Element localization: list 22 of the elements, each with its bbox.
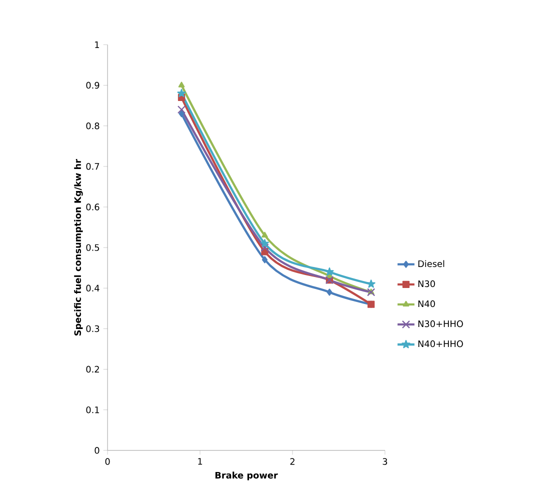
legend-label: N30 [418,280,435,288]
y-tick-label: 0.6 [86,204,100,210]
x-tick-label: 1 [198,458,202,465]
y-tick-label: 0.3 [86,325,100,332]
y-tick-label: 0.4 [86,284,100,292]
y-axis-title: Specific fuel consumption Kg/kw hr [74,158,83,336]
y-tick-label: 0.1 [86,406,99,414]
legend-label: Diesel [418,260,444,267]
legend-label: N30+HHO [418,320,463,328]
y-tick-label: 0 [94,446,100,454]
x-tick-label: 2 [290,458,294,465]
x-axis-title: Brake power [215,472,278,480]
legend-label: N40 [418,300,435,308]
y-tick-label: 0.8 [86,122,100,130]
x-tick-label: 0 [105,458,110,465]
x-tick-label: 3 [382,458,388,465]
legend-label: N40+HHO [418,340,463,348]
y-tick-label: 0.7 [86,162,100,170]
y-tick-label: 0.2 [86,366,99,373]
y-tick-label: 0.9 [86,82,100,89]
y-tick-label: 0.5 [86,244,100,251]
y-tick-label: 1 [95,41,99,48]
